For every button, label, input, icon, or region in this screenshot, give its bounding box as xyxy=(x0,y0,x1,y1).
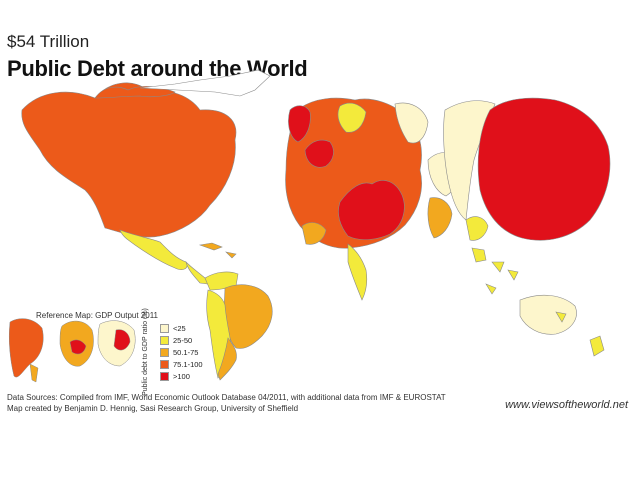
legend-swatch xyxy=(160,360,169,369)
legend-swatch xyxy=(160,336,169,345)
legend-swatch xyxy=(160,348,169,357)
region-australia-north xyxy=(555,311,567,323)
legend-item: 50.1-75 xyxy=(160,347,203,358)
legend-swatch xyxy=(160,324,169,333)
credit-line: Map created by Benjamin D. Hennig, Sasi … xyxy=(7,404,299,413)
region-india xyxy=(427,197,453,239)
legend-item: <25 xyxy=(160,323,203,334)
region-mexico xyxy=(119,229,188,270)
region-caribbean xyxy=(198,242,237,259)
data-sources: Data Sources: Compiled from IMF, World E… xyxy=(7,392,446,414)
legend-label: 50.1-75 xyxy=(173,348,199,357)
region-africa xyxy=(347,243,368,301)
legend-item: 75.1-100 xyxy=(160,359,203,370)
region-canada xyxy=(94,86,176,99)
ref-europe-red xyxy=(69,339,87,355)
reference-map xyxy=(8,318,136,383)
region-arctic-islands xyxy=(139,69,271,97)
region-brazil xyxy=(223,284,273,349)
region-usa xyxy=(21,82,237,238)
region-high-debt-europe xyxy=(338,180,405,240)
legend-item: 25-50 xyxy=(160,335,203,346)
source-line: Data Sources: Compiled from IMF, World E… xyxy=(7,393,446,402)
legend-axis-label-box: Public debt to GDP ratio (%) xyxy=(138,308,154,396)
region-korea xyxy=(465,216,489,241)
region-japan xyxy=(477,97,611,241)
region-central-america xyxy=(185,261,209,285)
region-australia xyxy=(519,294,577,335)
region-france xyxy=(304,139,334,168)
legend-label: 25-50 xyxy=(173,336,193,345)
reference-map-title: Reference Map: GDP Output 2011 xyxy=(36,311,158,320)
region-argentina xyxy=(217,337,237,381)
region-iberia xyxy=(301,222,327,245)
legend-swatch xyxy=(160,372,169,381)
region-russia-strip xyxy=(394,102,429,144)
region-new-zealand xyxy=(589,335,605,357)
legend-label: >100 xyxy=(173,372,190,381)
region-southeast-asia xyxy=(471,247,519,295)
legend-label: 75.1-100 xyxy=(173,360,203,369)
legend: <25 25-50 50.1-75 75.1-100 >100 xyxy=(160,323,203,383)
ref-south-america xyxy=(29,363,39,383)
map-subtitle: $54 Trillion xyxy=(7,32,90,51)
legend-axis-label: Public debt to GDP ratio (%) xyxy=(142,308,149,396)
region-uk xyxy=(288,105,311,143)
website-link[interactable]: www.viewsoftheworld.net xyxy=(505,399,628,411)
legend-label: <25 xyxy=(173,324,186,333)
region-scandinavia xyxy=(337,102,367,133)
legend-item: >100 xyxy=(160,371,203,382)
ref-asia-red xyxy=(113,329,131,351)
